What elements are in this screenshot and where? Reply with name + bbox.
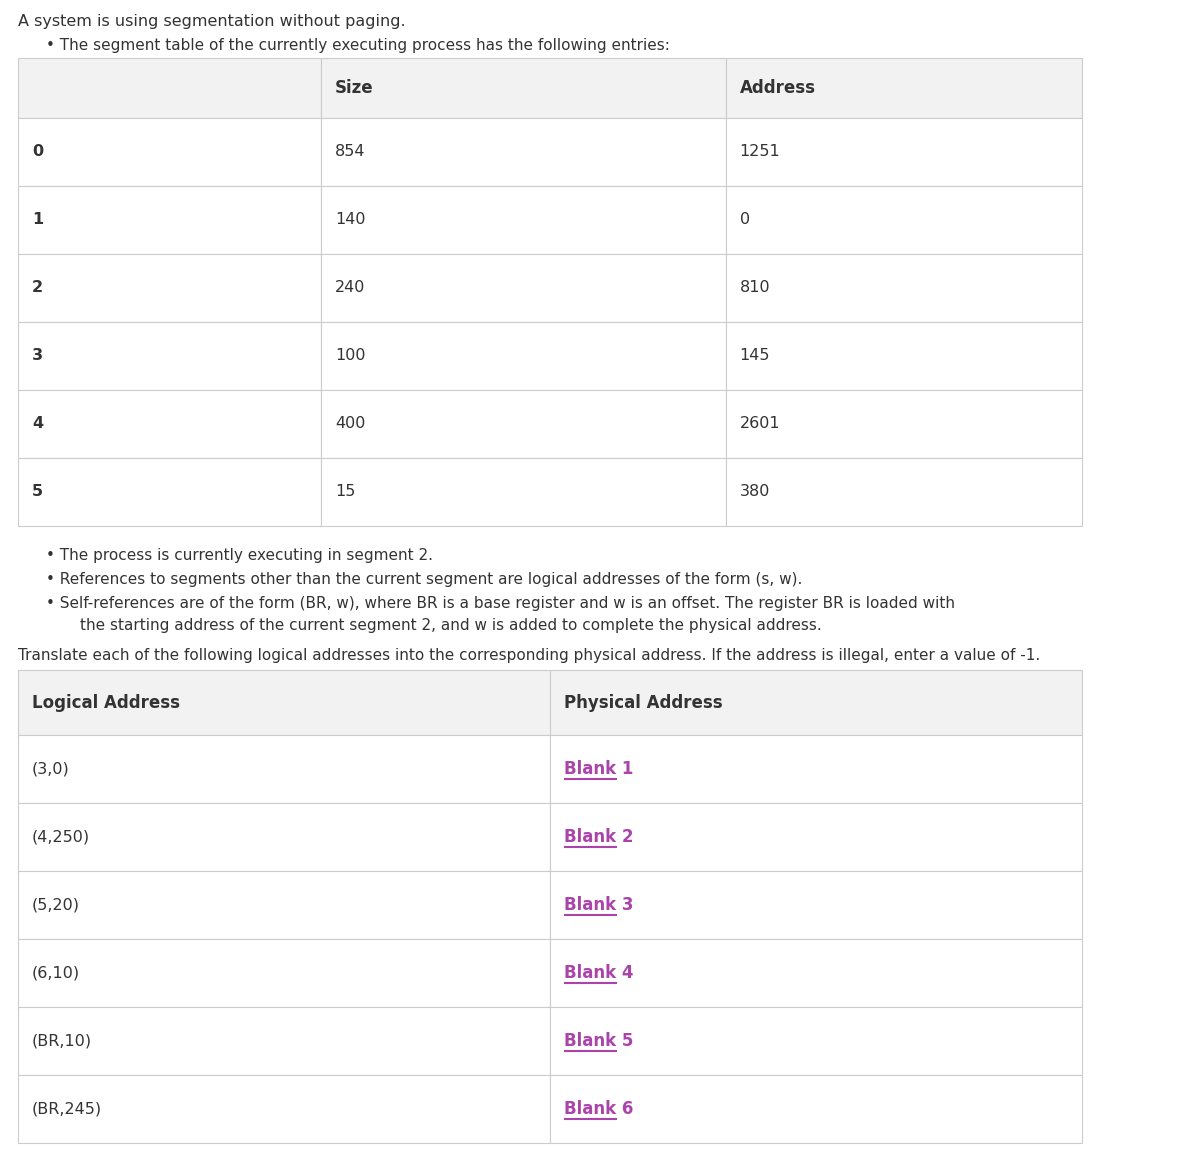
Bar: [18, 872, 550, 939]
Text: Blank 3: Blank 3: [564, 896, 634, 914]
Text: (BR,10): (BR,10): [32, 1034, 92, 1049]
Bar: [550, 735, 1082, 803]
Bar: [18, 118, 322, 185]
Text: • The segment table of the currently executing process has the following entries: • The segment table of the currently exe…: [46, 38, 670, 53]
Text: (5,20): (5,20): [32, 897, 80, 912]
Text: Blank 5: Blank 5: [564, 1032, 634, 1050]
Text: 2: 2: [32, 280, 43, 296]
Bar: [18, 670, 550, 735]
Text: 3: 3: [32, 349, 43, 364]
Text: 100: 100: [335, 349, 366, 364]
Text: • The process is currently executing in segment 2.: • The process is currently executing in …: [46, 548, 433, 563]
Text: 400: 400: [335, 416, 366, 431]
Text: Translate each of the following logical addresses into the corresponding physica: Translate each of the following logical …: [18, 648, 1040, 663]
Text: A system is using segmentation without paging.: A system is using segmentation without p…: [18, 14, 406, 29]
Bar: [322, 58, 726, 118]
Text: 380: 380: [739, 484, 770, 500]
Text: (3,0): (3,0): [32, 761, 70, 777]
Bar: [726, 458, 1082, 526]
Text: Blank 6: Blank 6: [564, 1100, 634, 1118]
Text: Blank 1: Blank 1: [564, 760, 634, 778]
Bar: [18, 735, 550, 803]
Bar: [18, 458, 322, 526]
Bar: [726, 254, 1082, 322]
Bar: [322, 322, 726, 389]
Bar: [550, 1076, 1082, 1143]
Bar: [18, 185, 322, 254]
Text: 0: 0: [739, 212, 750, 227]
Text: 1251: 1251: [739, 145, 780, 160]
Text: • References to segments other than the current segment are logical addresses of: • References to segments other than the …: [46, 573, 803, 586]
Bar: [18, 1007, 550, 1076]
Text: (BR,245): (BR,245): [32, 1101, 102, 1116]
Text: Logical Address: Logical Address: [32, 693, 180, 712]
Bar: [726, 58, 1082, 118]
Bar: [322, 118, 726, 185]
Bar: [726, 185, 1082, 254]
Bar: [322, 458, 726, 526]
Text: 2601: 2601: [739, 416, 780, 431]
Text: 4: 4: [32, 416, 43, 431]
Text: the starting address of the current segment 2, and w is added to complete the ph: the starting address of the current segm…: [80, 618, 822, 633]
Bar: [18, 803, 550, 872]
Bar: [550, 939, 1082, 1007]
Text: Size: Size: [335, 79, 374, 97]
Bar: [550, 670, 1082, 735]
Bar: [18, 58, 322, 118]
Bar: [322, 254, 726, 322]
Bar: [18, 389, 322, 458]
Text: Blank 4: Blank 4: [564, 964, 634, 982]
Text: Address: Address: [739, 79, 816, 97]
Text: 5: 5: [32, 484, 43, 500]
Text: 0: 0: [32, 145, 43, 160]
Text: 810: 810: [739, 280, 770, 296]
Bar: [322, 389, 726, 458]
Bar: [18, 254, 322, 322]
Bar: [550, 1007, 1082, 1076]
Bar: [726, 389, 1082, 458]
Text: Blank 2: Blank 2: [564, 828, 634, 846]
Bar: [18, 322, 322, 389]
Text: Physical Address: Physical Address: [564, 693, 722, 712]
Text: • Self-references are of the form (BR, w), where BR is a base register and w is : • Self-references are of the form (BR, w…: [46, 596, 955, 611]
Bar: [726, 118, 1082, 185]
Bar: [550, 803, 1082, 872]
Text: 15: 15: [335, 484, 355, 500]
Text: 240: 240: [335, 280, 366, 296]
Bar: [550, 872, 1082, 939]
Bar: [322, 185, 726, 254]
Bar: [726, 322, 1082, 389]
Text: 1: 1: [32, 212, 43, 227]
Text: (4,250): (4,250): [32, 830, 90, 845]
Text: 140: 140: [335, 212, 366, 227]
Text: 854: 854: [335, 145, 366, 160]
Bar: [18, 939, 550, 1007]
Bar: [18, 1076, 550, 1143]
Text: (6,10): (6,10): [32, 965, 80, 981]
Text: 145: 145: [739, 349, 770, 364]
